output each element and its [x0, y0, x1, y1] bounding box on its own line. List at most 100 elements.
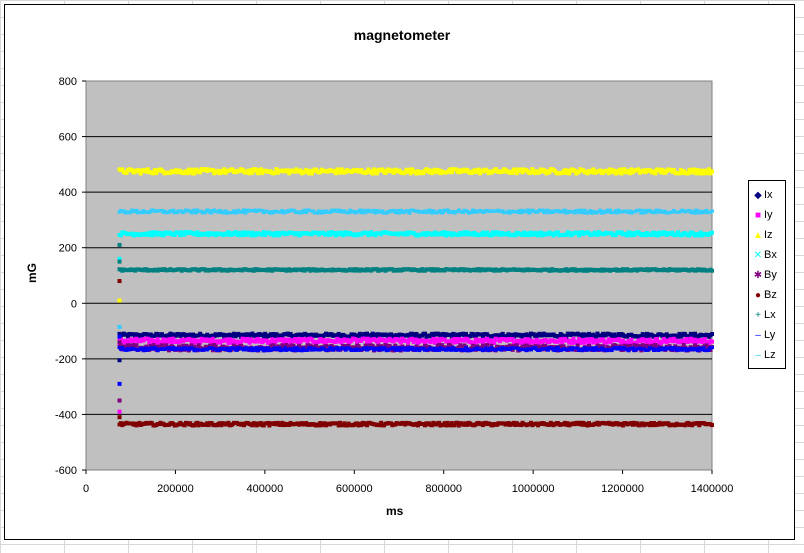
- data-point: [374, 346, 379, 350]
- data-point: [513, 341, 518, 346]
- data-point: [445, 208, 450, 212]
- data-point: [455, 210, 460, 214]
- data-point: [124, 348, 129, 352]
- data-point: [700, 168, 705, 173]
- data-point: [189, 167, 194, 172]
- data-point: [571, 336, 576, 341]
- data-point: [456, 423, 461, 428]
- data-point: [364, 230, 369, 235]
- data-point: [346, 211, 351, 215]
- data-point: [376, 348, 381, 352]
- data-point: [575, 343, 580, 348]
- data-point: [693, 211, 698, 215]
- data-point: [504, 211, 509, 215]
- data-point: [432, 346, 437, 350]
- data-point: [244, 346, 249, 350]
- data-point: [616, 170, 621, 175]
- data-point: [335, 346, 340, 350]
- data-point: [175, 211, 180, 215]
- data-point: [630, 170, 635, 175]
- data-point: [497, 339, 502, 344]
- data-point: [152, 230, 157, 235]
- data-point: [529, 170, 534, 175]
- data-point: [328, 232, 333, 237]
- data-point: [562, 208, 567, 212]
- data-point: [572, 168, 577, 173]
- data-point: [485, 169, 490, 174]
- data-point: [469, 210, 474, 214]
- data-point: [545, 208, 550, 212]
- data-point: [247, 340, 252, 345]
- y-tick-label: 800: [59, 76, 77, 88]
- data-point: [298, 168, 303, 173]
- data-point: [247, 231, 252, 236]
- data-point: [164, 340, 169, 345]
- data-point: [298, 211, 303, 215]
- data-point: [326, 348, 331, 352]
- series-iz: [117, 167, 714, 303]
- data-point: [619, 347, 624, 351]
- data-point: [577, 211, 582, 215]
- data-point: [376, 209, 381, 213]
- data-point: [657, 346, 662, 350]
- data-point: [159, 340, 164, 345]
- data-point: [630, 346, 635, 350]
- series-ix: [117, 331, 714, 363]
- data-point: [142, 346, 147, 350]
- data-point: [441, 232, 446, 237]
- data-point: [321, 337, 326, 342]
- data-point: [468, 334, 473, 339]
- data-point: [359, 338, 364, 343]
- data-point: [578, 208, 583, 212]
- data-point: [349, 338, 354, 343]
- data-point: [359, 423, 364, 428]
- data-point: [413, 348, 418, 352]
- data-point: [226, 230, 231, 235]
- data-point: [649, 421, 654, 426]
- data-point: [128, 210, 133, 214]
- data-point: [274, 167, 279, 172]
- data-point: [278, 422, 283, 427]
- data-point: [393, 343, 398, 348]
- x-tick-label: 1400000: [691, 483, 734, 495]
- data-point: [570, 348, 575, 352]
- data-point: [431, 333, 436, 338]
- data-point: [227, 349, 232, 353]
- data-point: [118, 347, 123, 351]
- data-point: [410, 346, 415, 350]
- data-point: [369, 230, 374, 235]
- data-point: [275, 230, 280, 235]
- data-point: [698, 338, 703, 343]
- data-point: [239, 343, 244, 348]
- data-point: [145, 348, 150, 352]
- data-point: [652, 421, 657, 426]
- data-point: [203, 210, 208, 214]
- legend-label: Iz: [764, 229, 773, 241]
- data-point: [212, 171, 217, 176]
- data-point: [598, 348, 603, 352]
- data-point: [205, 332, 210, 337]
- data-point: [318, 348, 323, 352]
- data-point: [605, 168, 610, 173]
- data-point: [512, 334, 517, 339]
- data-point: [619, 171, 624, 176]
- data-point: [168, 337, 173, 342]
- data-point: [442, 421, 447, 426]
- data-point: [364, 348, 369, 352]
- data-point: [148, 230, 153, 235]
- data-point: [376, 339, 381, 344]
- data-point: [693, 331, 698, 336]
- data-point: [282, 346, 287, 350]
- data-point: [117, 334, 122, 339]
- data-point: [647, 337, 652, 342]
- data-point: [499, 348, 504, 352]
- data-point: [612, 332, 617, 337]
- data-point: [407, 211, 412, 215]
- data-point: [260, 332, 265, 337]
- data-point: [656, 208, 661, 212]
- data-point: [144, 332, 149, 337]
- data-point: [250, 170, 255, 175]
- data-point: [169, 347, 174, 351]
- horizontal-gridlines: [86, 136, 712, 415]
- data-point: [609, 349, 614, 353]
